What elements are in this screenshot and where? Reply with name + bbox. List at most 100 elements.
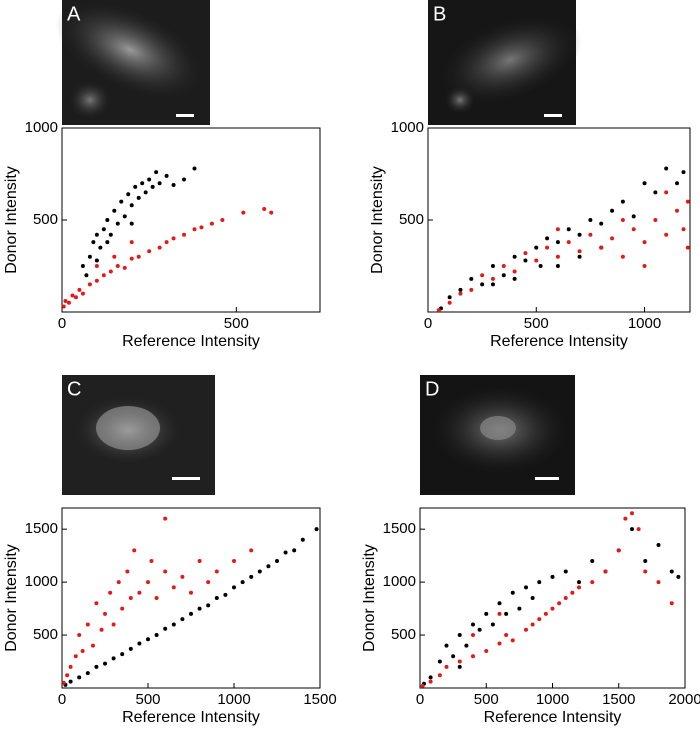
x-tick-label: 1000	[217, 691, 250, 708]
point	[642, 264, 647, 268]
point	[664, 232, 669, 237]
point	[157, 245, 162, 250]
point	[681, 170, 686, 175]
point	[685, 245, 690, 250]
point	[428, 675, 433, 680]
point	[103, 661, 107, 666]
y-tick-label: 1500	[383, 520, 416, 537]
point	[101, 273, 106, 278]
point	[676, 574, 681, 579]
point	[501, 273, 506, 278]
point	[566, 227, 571, 232]
point	[577, 232, 582, 237]
point	[249, 548, 254, 553]
point	[171, 236, 176, 241]
point	[101, 227, 106, 232]
point	[180, 617, 185, 622]
point	[232, 585, 236, 590]
point	[292, 548, 297, 553]
point	[98, 245, 103, 250]
y-axis-label: Donor Intensity	[361, 544, 378, 652]
point	[126, 192, 131, 197]
point	[653, 190, 658, 195]
point	[84, 273, 89, 278]
point	[623, 516, 628, 521]
plot-frame	[61, 507, 321, 689]
point	[523, 251, 528, 256]
point	[653, 218, 658, 222]
point	[80, 648, 85, 653]
point	[111, 656, 116, 661]
point	[133, 184, 138, 189]
point	[437, 673, 442, 678]
point	[94, 601, 99, 606]
point	[512, 254, 517, 259]
point	[108, 232, 113, 237]
x-tick-label: 1500	[602, 691, 635, 708]
point	[85, 671, 90, 676]
panel-letter: C	[67, 378, 81, 400]
micrograph-b	[428, 0, 582, 125]
point	[577, 249, 582, 254]
x-tick-label: 1000	[536, 691, 569, 708]
point	[437, 659, 442, 664]
point	[180, 574, 185, 579]
point	[137, 641, 142, 646]
x-tick-label: 0	[58, 691, 66, 708]
series	[436, 190, 690, 313]
point	[128, 596, 133, 600]
point	[77, 675, 82, 680]
point	[577, 580, 581, 585]
point	[490, 276, 495, 281]
point	[512, 276, 517, 281]
point	[570, 590, 575, 595]
point	[87, 282, 92, 287]
point	[557, 601, 562, 606]
point	[129, 240, 134, 245]
point	[94, 258, 99, 263]
point	[192, 227, 197, 232]
point	[664, 166, 669, 171]
y-tick-label: 500	[391, 626, 416, 643]
point	[656, 543, 661, 548]
point	[275, 558, 279, 563]
point	[99, 627, 104, 632]
point	[94, 278, 99, 283]
point	[550, 606, 555, 611]
point	[642, 240, 647, 245]
panel-letter: D	[425, 378, 439, 400]
y-axis-label: Donor Intensity	[3, 166, 20, 274]
point	[620, 254, 625, 259]
point	[105, 218, 110, 222]
point	[266, 564, 271, 569]
point	[643, 569, 648, 574]
point	[620, 218, 625, 222]
point	[111, 622, 116, 627]
micrograph-a	[55, 0, 210, 125]
point	[129, 221, 134, 226]
point	[214, 596, 219, 600]
point	[257, 569, 262, 574]
point	[471, 622, 475, 627]
y-tick-label: 1000	[25, 573, 58, 590]
point	[469, 276, 474, 281]
point	[458, 291, 463, 296]
point	[146, 637, 150, 642]
point	[664, 190, 669, 195]
point	[157, 181, 162, 186]
y-axis-label: Donor Intensity	[369, 166, 386, 274]
point	[675, 208, 680, 213]
point	[616, 548, 621, 553]
point	[137, 590, 142, 595]
point	[112, 208, 117, 213]
point	[240, 580, 245, 585]
point	[163, 516, 168, 521]
point	[77, 633, 82, 638]
point	[577, 254, 582, 259]
point	[94, 264, 99, 268]
x-tick-label: 500	[524, 315, 549, 332]
point	[189, 590, 193, 595]
point	[61, 680, 66, 685]
series	[420, 511, 674, 688]
point	[428, 679, 433, 684]
